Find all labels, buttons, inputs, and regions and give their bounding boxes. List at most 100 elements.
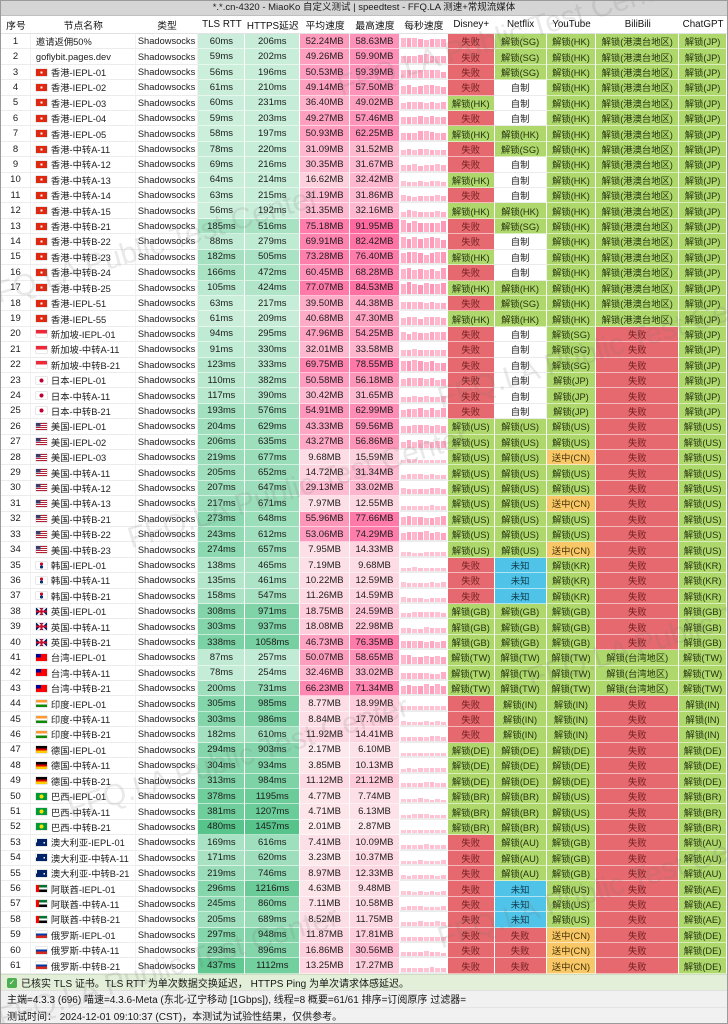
sparkline-bar xyxy=(423,891,429,895)
cell-chatgpt-status: 解锁(US) xyxy=(679,542,727,558)
sparkline-bar xyxy=(441,922,446,926)
flag-icon-hk xyxy=(35,253,47,261)
sparkline-bar xyxy=(429,706,435,710)
cell-protocol-type: Shadowsocks xyxy=(135,604,199,620)
node-name-text: 台湾-IEPL-01 xyxy=(50,653,107,664)
per-second-speed-sparkline xyxy=(399,249,447,265)
cell-chatgpt-status: 解锁(JP) xyxy=(679,218,727,235)
cell-speed-sparkline xyxy=(399,881,448,897)
cell-protocol-type: Shadowsocks xyxy=(135,542,199,558)
cell-max-speed: 12.59MB xyxy=(350,573,400,589)
cell-https-ping: 648ms xyxy=(245,511,301,527)
cell-max-speed: 33.58MB xyxy=(350,342,400,358)
sparkline-bar xyxy=(418,798,423,803)
sparkline-bar xyxy=(435,628,441,633)
table-row: 19 香港-IEPL-55 Shadowsocks 61ms 209ms 40.68MB 4… xyxy=(1,311,727,327)
cell-protocol-type: Shadowsocks xyxy=(135,619,199,635)
flag-icon-gb xyxy=(35,623,47,631)
column-header-spark: 每秒速度 xyxy=(404,20,444,32)
sparkline-bar xyxy=(412,628,418,633)
sparkline-bar xyxy=(441,475,446,479)
cell-node-name: 邀请返佣50% xyxy=(30,34,136,50)
sparkline-bar xyxy=(418,333,423,341)
sparkline-bar xyxy=(423,53,429,63)
per-second-speed-sparkline xyxy=(399,80,447,95)
cell-index: 40 xyxy=(1,634,31,651)
cell-node-name: 香港-IEPL-05 xyxy=(30,126,136,142)
cell-netflix-status: 解锁(SG) xyxy=(494,49,547,65)
table-row: 59 俄罗斯-IEPL-01 Shadowsocks 297ms 948ms 11.87M… xyxy=(1,927,727,943)
cell-tls-rtt: 294ms xyxy=(198,742,246,759)
sparkline-bar xyxy=(412,906,418,911)
sparkline-bar xyxy=(441,656,446,664)
cell-index: 29 xyxy=(1,465,31,481)
cell-https-ping: 210ms xyxy=(245,80,301,96)
cell-index: 59 xyxy=(1,927,31,943)
per-second-speed-sparkline xyxy=(399,465,447,480)
cell-chatgpt-status: 解锁(JP) xyxy=(679,34,727,50)
cell-protocol-type: Shadowsocks xyxy=(135,788,199,805)
sparkline-bar xyxy=(400,132,406,140)
cell-tls-rtt: 303ms xyxy=(198,711,246,728)
cell-protocol-type: Shadowsocks xyxy=(135,218,199,235)
per-second-speed-sparkline xyxy=(399,542,447,557)
sparkline-bar xyxy=(429,937,435,941)
sparkline-bar xyxy=(441,752,446,757)
sparkline-bar xyxy=(429,721,435,726)
sparkline-bar xyxy=(406,506,412,510)
cell-max-speed: 62.99MB xyxy=(350,403,400,420)
flag-icon-us xyxy=(35,453,47,461)
cell-netflix-status: 解锁(US) xyxy=(494,419,547,435)
sparkline-bar xyxy=(429,361,435,371)
sparkline-bar xyxy=(441,952,446,957)
table-row: 25 日本-中转B-21 Shadowsocks 193ms 576ms 54.91MB 6… xyxy=(1,403,727,420)
cell-bilibili-status: 解锁(港澳台地区) xyxy=(596,34,680,50)
cell-protocol-type: Shadowsocks xyxy=(135,835,199,851)
per-second-speed-sparkline xyxy=(399,157,447,172)
cell-bilibili-status: 失败 xyxy=(596,465,680,481)
cell-https-ping: 217ms xyxy=(245,295,301,312)
cell-max-speed: 82.42MB xyxy=(350,234,400,250)
sparkline-bar xyxy=(412,150,418,156)
sparkline-bar xyxy=(418,102,423,110)
cell-netflix-status: 解锁(US) xyxy=(494,465,547,481)
cell-tls-rtt: 308ms xyxy=(198,604,246,620)
cell-protocol-type: Shadowsocks xyxy=(135,111,199,127)
per-second-speed-sparkline xyxy=(399,604,447,619)
cell-index: 26 xyxy=(1,419,31,435)
sparkline-bar xyxy=(429,582,435,587)
node-name-text: 香港-中转B-25 xyxy=(50,283,111,294)
cell-max-speed: 18.99MB xyxy=(350,696,400,712)
cell-youtube-status: 送中(CN) xyxy=(546,958,597,974)
sparkline-bar xyxy=(429,164,435,171)
sparkline-bar xyxy=(400,396,406,402)
cell-node-name: 阿联酋-中转B-21 xyxy=(30,912,136,928)
sparkline-bar xyxy=(435,551,441,556)
per-second-speed-sparkline xyxy=(399,449,447,465)
cell-max-speed: 91.95MB xyxy=(350,218,400,235)
sparkline-bar xyxy=(412,236,418,248)
sparkline-bar xyxy=(406,655,412,664)
cell-node-name: 美国-IEPL-02 xyxy=(30,434,136,450)
cell-tls-rtt: 87ms xyxy=(198,650,246,666)
cell-node-name: 香港-中转B-24 xyxy=(30,265,136,281)
cell-avg-speed: 2.17MB xyxy=(300,742,351,759)
sparkline-bar xyxy=(406,684,412,695)
cell-netflix-status: 未知 xyxy=(494,881,547,897)
cell-netflix-status: 未知 xyxy=(494,588,547,605)
cell-speed-sparkline xyxy=(399,835,448,851)
cell-avg-speed: 30.42MB xyxy=(300,388,351,404)
node-name-text: 英国-中转B-21 xyxy=(50,638,111,649)
sparkline-bar xyxy=(435,425,441,433)
column-header-idx: 序号 xyxy=(6,20,26,32)
cell-https-ping: 652ms xyxy=(245,465,301,481)
cell-max-speed: 76.40MB xyxy=(350,249,400,266)
cell-protocol-type: Shadowsocks xyxy=(135,511,199,527)
sparkline-bar xyxy=(423,379,429,387)
sparkline-bar xyxy=(429,753,435,757)
sparkline-bar xyxy=(441,56,446,63)
cell-max-speed: 32.42MB xyxy=(350,172,400,189)
cell-tls-rtt: 274ms xyxy=(198,542,246,558)
sparkline-bar xyxy=(412,798,418,803)
cell-speed-sparkline xyxy=(399,403,448,420)
